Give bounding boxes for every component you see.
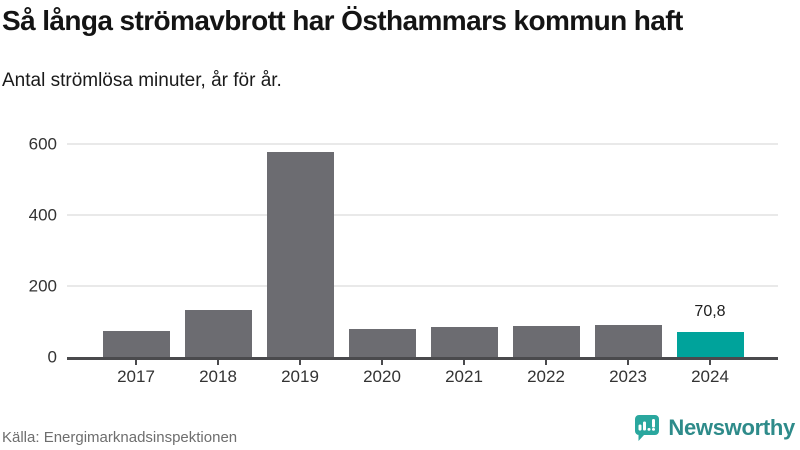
newsworthy-logo[interactable]: Newsworthy <box>631 413 795 443</box>
bar <box>594 325 662 357</box>
x-axis-tick-mark <box>463 359 465 365</box>
bar <box>102 331 170 357</box>
bar <box>348 329 416 357</box>
bar <box>430 326 498 357</box>
source-note: Källa: Energimarknadsinspektionen <box>2 429 238 446</box>
newsworthy-wordmark: Newsworthy <box>668 415 795 440</box>
x-axis-tick-mark <box>545 359 547 365</box>
value-label: 70,8 <box>694 302 726 320</box>
y-axis-tick-label: 400 <box>28 205 57 225</box>
x-axis-tick-mark <box>217 359 219 365</box>
x-axis-tick-label: 2022 <box>527 367 565 386</box>
grid-line <box>67 285 778 287</box>
x-axis-line <box>67 357 778 360</box>
y-axis-tick-label: 600 <box>28 134 57 154</box>
x-axis-tick-mark <box>381 359 383 365</box>
chart-title: Så långa strömavbrott har Östhammars kom… <box>2 5 683 36</box>
x-axis-tick-mark <box>627 359 629 365</box>
x-axis-tick-label: 2019 <box>281 367 319 386</box>
x-axis-tick-label: 2020 <box>363 367 401 386</box>
bar <box>512 326 580 357</box>
bar <box>266 151 334 357</box>
x-axis-tick-label: 2023 <box>609 367 647 386</box>
y-axis-tick-label: 0 <box>47 347 57 367</box>
x-axis-tick-label: 2017 <box>117 367 155 386</box>
bar <box>676 331 744 357</box>
x-axis-tick-label: 2018 <box>199 367 237 386</box>
y-axis-tick-label: 200 <box>28 276 57 296</box>
grid-line <box>67 214 778 216</box>
grid-line <box>67 143 778 145</box>
x-axis-tick-label: 2024 <box>691 367 729 386</box>
x-axis-tick-mark <box>709 359 711 365</box>
x-axis-tick-label: 2021 <box>445 367 483 386</box>
x-axis-tick-mark <box>299 359 301 365</box>
chart-subtitle: Antal strömlösa minuter, år för år. <box>2 70 282 91</box>
newsworthy-speech-bubble-icon <box>635 415 660 441</box>
bar <box>184 310 252 357</box>
x-axis-tick-mark <box>135 359 137 365</box>
